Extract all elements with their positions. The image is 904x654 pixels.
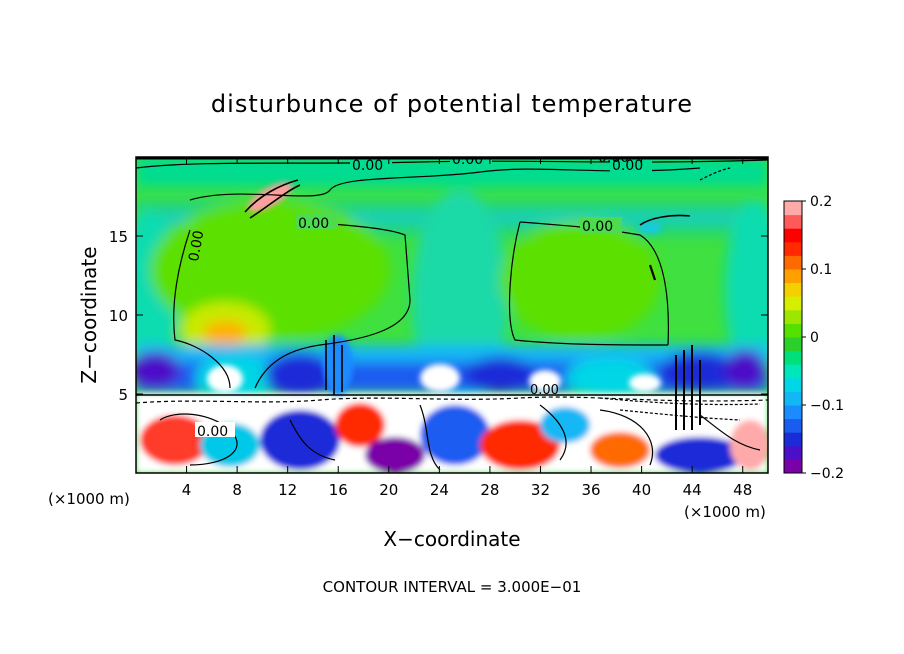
x-unit-right: (×1000 m): [684, 503, 766, 521]
x-tick-label: 12: [278, 481, 297, 499]
plumes: [207, 182, 662, 395]
colorbar-swatch: [784, 255, 802, 270]
x-tick-label: 32: [531, 481, 550, 499]
lower-field: [136, 393, 768, 473]
colorbar: [784, 201, 802, 474]
x-axis-ticks: 4 8 12 16 20 24 28 32 36 40 44 48: [182, 157, 752, 499]
x-unit-left: (×1000 m): [48, 490, 130, 508]
colorbar-swatch: [784, 364, 802, 379]
colorbar-swatch: [784, 269, 802, 284]
x-tick-label: 4: [182, 481, 192, 499]
y-tick-label: 15: [109, 228, 128, 246]
colorbar-swatch: [784, 391, 802, 406]
x-tick-label: 28: [480, 481, 499, 499]
colorbar-swatch: [784, 228, 802, 243]
colorbar-swatch: [784, 445, 802, 460]
colorbar-swatch: [784, 309, 802, 324]
x-tick-label: 36: [581, 481, 600, 499]
x-tick-label: 40: [632, 481, 651, 499]
x-tick-label: 20: [379, 481, 398, 499]
colorbar-swatch: [784, 214, 802, 229]
contour-label: 0.00: [582, 219, 613, 235]
contour-label: 0.00: [452, 152, 483, 168]
contour-label: 0.00: [186, 229, 207, 262]
x-tick-label: 8: [232, 481, 242, 499]
contour-lines: [136, 159, 768, 471]
colorbar-swatch: [784, 241, 802, 256]
colorbar-ticks: 0.2 0.1 0 −0.1 −0.2: [802, 194, 844, 482]
colorbar-swatch: [784, 377, 802, 392]
contour-label: 0.00: [612, 158, 643, 174]
colorbar-swatch: [784, 296, 802, 311]
colorbar-tick-label: −0.2: [810, 466, 844, 482]
colorbar-tick-label: −0.1: [810, 398, 844, 414]
colorbar-swatch: [784, 432, 802, 447]
contour-label: 0.00: [530, 383, 559, 398]
y-tick-label: 5: [118, 386, 128, 404]
colorbar-swatch: [784, 405, 802, 420]
colorbar-swatch: [784, 337, 802, 352]
x-axis-label: X−coordinate: [383, 527, 520, 551]
contour-label: 0.00: [298, 216, 329, 232]
colorbar-swatch: [784, 201, 802, 216]
x-tick-label: 48: [733, 481, 752, 499]
colorbar-tick-label: 0.1: [810, 262, 832, 278]
contour-label-group: 0.00 0.00 0.00 0.00 0.00 0.00 0.00 0.60 …: [186, 150, 652, 440]
colorbar-swatch: [784, 418, 802, 433]
x-tick-label: 16: [329, 481, 348, 499]
contour-label: 0.00: [352, 158, 383, 174]
colorbar-swatch: [784, 350, 802, 365]
x-tick-label: 24: [430, 481, 449, 499]
colorbar-tick-label: 0: [810, 330, 819, 346]
contour-label: 0.00: [197, 424, 228, 440]
y-tick-label: 10: [109, 307, 128, 325]
plot-area: 0.00 0.00 0.00 0.00 0.00 0.00 0.00 0.60 …: [136, 150, 768, 473]
colorbar-swatch: [784, 459, 802, 474]
contour-label: 0.60: [598, 150, 629, 166]
chart-title: disturbunce of potential temperature: [211, 90, 693, 118]
y-axis-label: Z−coordinate: [77, 246, 101, 383]
y-axis-ticks: 5 10 15: [109, 228, 768, 404]
colorbar-swatch: [784, 282, 802, 297]
contour-interval-footer: CONTOUR INTERVAL = 3.000E−01: [323, 578, 582, 596]
x-tick-label: 44: [683, 481, 702, 499]
colorbar-tick-label: 0.2: [810, 194, 832, 210]
colorbar-swatch: [784, 323, 802, 338]
